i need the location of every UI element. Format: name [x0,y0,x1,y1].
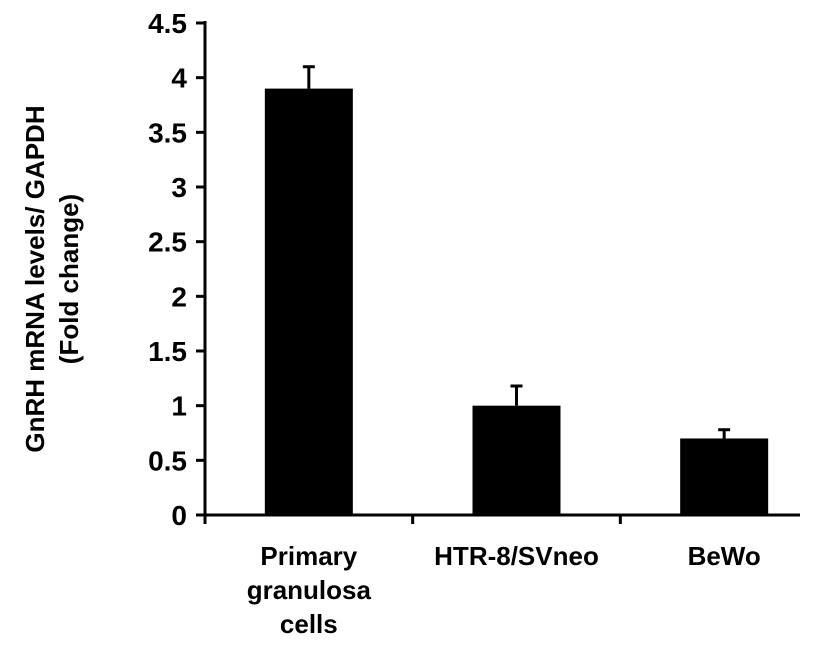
error-bars [302,65,731,439]
y-tick-label: 0.5 [148,445,187,476]
bars [264,88,769,515]
y-axis: 0 0.5 1 1.5 2 2.5 3 3.5 4 4.5 [148,8,207,531]
y-tick-label: 1.5 [148,336,187,367]
y-tick-label: 2.5 [148,227,187,258]
x-tick-label: Primary granulosa cells [247,541,372,639]
x-tick-label: BeWo [688,541,761,571]
y-tick-label: 3.5 [148,117,187,148]
bar [264,88,353,515]
y-tick-label: 2 [171,281,187,312]
y-axis-title-text: GnRH mRNA levels/ GAPDH (Fold change) [20,105,84,452]
y-tick-label: 4.5 [148,8,187,39]
bar [680,438,769,515]
x-tick-label: HTR-8/SVneo [434,541,599,571]
x-tick-labels: Primary granulosa cells HTR-8/SVneo BeWo [247,541,761,639]
y-tick-label: 1 [171,391,187,422]
bar [472,405,561,515]
y-axis-title: GnRH mRNA levels/ GAPDH (Fold change) [20,105,84,452]
y-tick-label: 3 [171,172,187,203]
y-tick-label: 0 [171,500,187,531]
x-axis [203,513,800,524]
y-tick-label: 4 [171,63,187,94]
